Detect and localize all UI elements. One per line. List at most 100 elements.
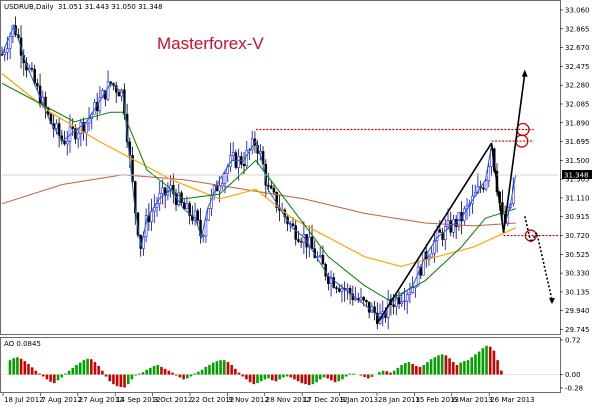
candle-body xyxy=(484,180,488,190)
price-axis: 33.060 32.865 32.670 32.475 32.280 32.085 31.8… xyxy=(560,7,590,334)
symbol-header: USDRUB,Daily 31.051 31.443 31.050 31.348 xyxy=(4,3,163,11)
candle-body xyxy=(245,150,249,167)
candle-body xyxy=(346,287,349,290)
candle-body xyxy=(163,187,167,196)
candle-body xyxy=(36,83,39,87)
ao-tick-label: 0.72 xyxy=(565,337,581,345)
candle-body xyxy=(272,188,276,193)
candle-body xyxy=(299,241,303,243)
candle-body xyxy=(204,219,208,237)
masterforex-watermark: Masterforex-V xyxy=(157,34,264,53)
horizontal-levels xyxy=(2,122,558,242)
candle-body xyxy=(452,219,455,233)
time-tick-label: 14 Sep 2012 xyxy=(116,396,160,404)
forecast-dotted-path xyxy=(524,216,553,301)
forecast-arrow-head xyxy=(548,298,555,305)
candle-body xyxy=(395,297,398,308)
price-tick-label: 29.745 xyxy=(565,326,590,334)
candle-body xyxy=(196,210,200,221)
candle-body xyxy=(250,138,254,150)
time-tick-label: 7 Aug 2012 xyxy=(41,396,81,404)
candle-body xyxy=(275,191,278,208)
price-tick-label: 30.135 xyxy=(565,288,590,296)
candle-body xyxy=(400,301,404,305)
candle-body xyxy=(310,236,314,250)
trend-lines xyxy=(376,69,555,325)
ma-fast-line xyxy=(1,82,516,301)
candle-body xyxy=(79,122,83,134)
candle-body xyxy=(438,229,442,233)
price-tick-label: 31.305 xyxy=(565,176,590,184)
candle-body xyxy=(185,203,189,210)
candle-body xyxy=(98,97,102,112)
candle-body xyxy=(218,185,221,192)
candle-body xyxy=(76,133,80,140)
candle-body xyxy=(193,210,197,221)
candle-body xyxy=(6,48,9,53)
ao-histogram xyxy=(2,345,560,388)
candle-body xyxy=(340,288,344,292)
time-tick-label: 15 Feb 2013 xyxy=(415,396,459,404)
candle-body xyxy=(365,300,368,303)
candle-body xyxy=(177,192,181,206)
candle-body xyxy=(321,254,325,265)
ao-indicator-title: AO 0.0845 xyxy=(4,340,41,348)
candle-body xyxy=(63,140,66,145)
candle-body xyxy=(411,287,414,293)
candle-body xyxy=(392,304,395,308)
time-tick-label: 9 Nov 2012 xyxy=(228,396,268,404)
candle-body xyxy=(487,166,491,181)
candle-body xyxy=(444,226,447,240)
time-tick-label: 17 Dec 2012 xyxy=(303,396,348,404)
price-tick-label: 32.085 xyxy=(565,100,590,108)
candle-body xyxy=(482,187,485,190)
candle-body xyxy=(359,296,363,301)
candle-body xyxy=(161,187,164,194)
time-tick-label: 3 Oct 2012 xyxy=(154,396,193,404)
price-tick-label: 31.110 xyxy=(565,194,590,202)
price-tick-label: 30.720 xyxy=(565,232,590,240)
candle-body xyxy=(335,287,338,289)
candle-body xyxy=(117,92,121,97)
candle-body xyxy=(201,235,205,238)
trend-line xyxy=(490,142,505,233)
candle-body xyxy=(182,202,186,210)
candle-body xyxy=(267,185,270,187)
candle-body xyxy=(408,292,412,295)
price-tick-label: 29.940 xyxy=(565,307,590,315)
candle-body xyxy=(71,126,74,129)
time-tick-label: 26 Mar 2013 xyxy=(490,396,534,404)
ao-tick-label: -0.28 xyxy=(565,385,583,393)
time-tick-label: 28 Jan 2013 xyxy=(378,396,420,404)
price-tick-label: 31.500 xyxy=(565,157,590,165)
price-panel-frame xyxy=(0,0,561,335)
candle-body xyxy=(416,266,420,287)
time-tick-label: 22 Oct 2012 xyxy=(191,396,234,404)
trend-line xyxy=(376,142,493,325)
price-tick-label: 30.525 xyxy=(565,251,590,259)
last-price-label: 31.348 xyxy=(562,170,592,180)
candle-body xyxy=(3,52,6,55)
symbol-title: USDRUB,Daily xyxy=(4,3,54,11)
price-tick-label: 30.330 xyxy=(565,270,590,278)
candle-body xyxy=(297,239,300,242)
candle-body xyxy=(430,252,433,258)
candle-body xyxy=(308,236,311,248)
candle-body xyxy=(362,296,365,301)
candle-body xyxy=(0,54,4,56)
candle-body xyxy=(397,297,401,305)
candle-body xyxy=(30,67,34,70)
ma-slow-line xyxy=(1,73,516,268)
price-tick-label: 32.475 xyxy=(565,63,590,71)
price-tick-label: 31.695 xyxy=(565,138,590,146)
candle-body xyxy=(405,294,409,302)
last-price-value: 31.348 xyxy=(564,172,589,180)
candle-body xyxy=(441,232,444,240)
price-tick-label: 32.865 xyxy=(565,25,590,33)
candle-body xyxy=(327,275,330,284)
ohlc-values: 31.051 31.443 31.050 31.348 xyxy=(58,3,163,11)
price-tick-label: 32.670 xyxy=(565,44,590,52)
moving-average-lines xyxy=(1,23,517,321)
